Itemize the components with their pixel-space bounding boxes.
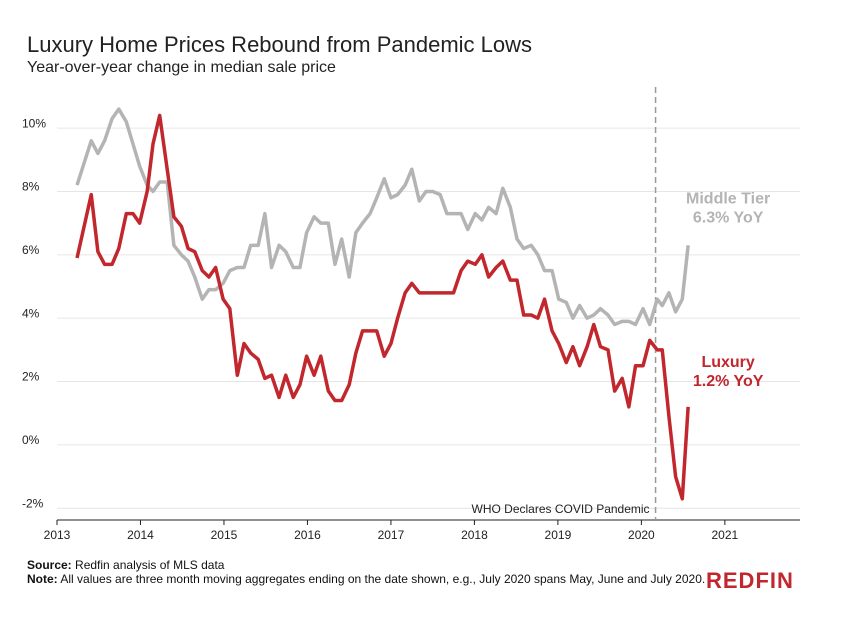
series-end-label: 1.2% YoY bbox=[693, 373, 764, 390]
source-text: Redfin analysis of MLS data bbox=[75, 558, 225, 572]
y-tick-label: 2% bbox=[22, 370, 40, 384]
note: Note: All values are three month moving … bbox=[27, 572, 707, 586]
x-tick-label: 2019 bbox=[545, 528, 572, 542]
chart-title: Luxury Home Prices Rebound from Pandemic… bbox=[27, 32, 532, 57]
series-end-label: 6.3% YoY bbox=[693, 210, 764, 227]
x-tick-label: 2020 bbox=[628, 528, 655, 542]
y-tick-label: 4% bbox=[22, 306, 40, 320]
x-tick-label: 2018 bbox=[461, 528, 488, 542]
x-tick-label: 2016 bbox=[294, 528, 321, 542]
series-name: Middle Tier bbox=[686, 191, 770, 208]
y-tick-label: 10% bbox=[22, 116, 46, 130]
series-name: Luxury bbox=[701, 354, 754, 371]
y-tick-label: 8% bbox=[22, 180, 40, 194]
source: Source: Redfin analysis of MLS data bbox=[27, 558, 707, 572]
x-tick-label: 2021 bbox=[712, 528, 739, 542]
series-line bbox=[75, 113, 690, 501]
y-tick-label: 6% bbox=[22, 243, 40, 257]
x-tick-label: 2015 bbox=[211, 528, 238, 542]
source-label: Source: bbox=[27, 558, 72, 572]
x-tick-label: 2014 bbox=[127, 528, 154, 542]
event-label: WHO Declares COVID Pandemic bbox=[472, 502, 650, 516]
note-label: Note: bbox=[27, 572, 58, 586]
series-line bbox=[75, 107, 690, 327]
logo: REDFIN bbox=[706, 568, 794, 593]
x-tick-label: 2013 bbox=[44, 528, 71, 542]
x-tick-label: 2017 bbox=[378, 528, 405, 542]
y-tick-label: 0% bbox=[22, 433, 40, 447]
note-text: All values are three month moving aggreg… bbox=[60, 572, 706, 586]
chart-subtitle: Year-over-year change in median sale pri… bbox=[27, 59, 336, 76]
y-tick-label: -2% bbox=[22, 496, 44, 510]
